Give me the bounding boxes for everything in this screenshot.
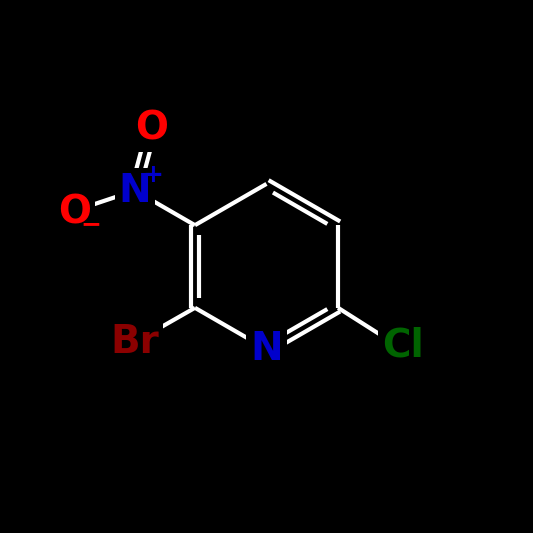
Text: O: O [135,110,168,148]
Text: +: + [142,163,163,187]
Text: −: − [80,212,101,236]
Text: N: N [250,330,283,368]
Text: Cl: Cl [382,326,424,364]
Text: N: N [119,172,151,209]
Text: O: O [58,193,91,231]
Text: Br: Br [110,324,159,361]
